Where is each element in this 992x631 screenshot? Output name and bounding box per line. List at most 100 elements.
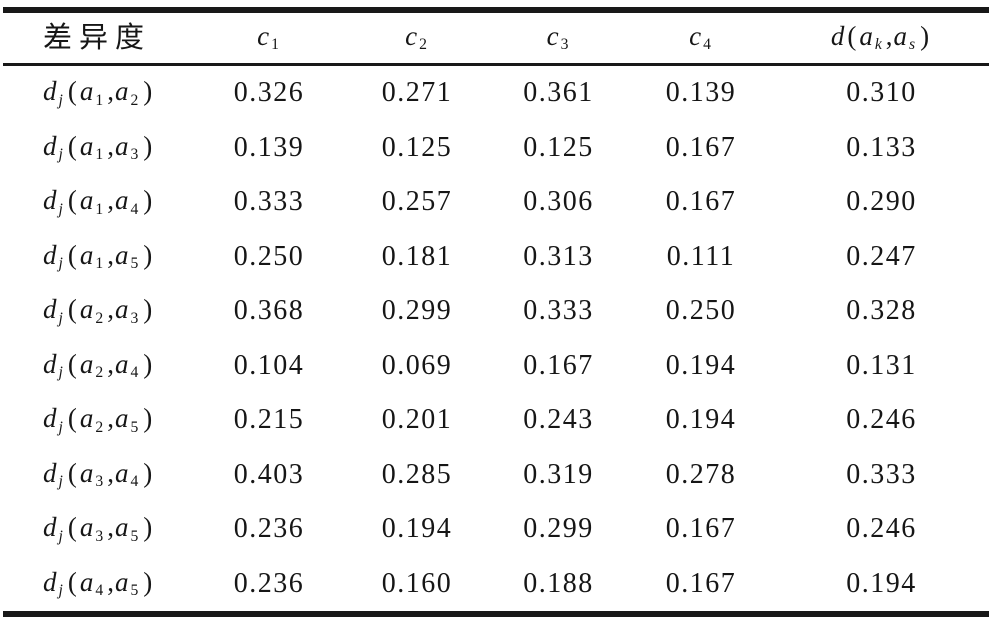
arg-base: a bbox=[79, 294, 94, 325]
comma: , bbox=[107, 403, 114, 434]
value-cell: 0.285 bbox=[381, 458, 453, 490]
arg-sub: 4 bbox=[130, 473, 139, 491]
arg-base: a bbox=[79, 185, 94, 216]
arg-sub: 1 bbox=[95, 255, 104, 273]
fn-sub: j bbox=[58, 255, 63, 273]
row-label: d j(a 4 ,a 5) bbox=[3, 557, 193, 615]
value-cell: 0.104 bbox=[233, 349, 305, 381]
criterion-base: c bbox=[546, 20, 559, 51]
arg-base: a bbox=[859, 20, 873, 51]
value-cell: 0.181 bbox=[381, 240, 453, 272]
paren-open: ( bbox=[67, 130, 77, 161]
row-label: d j(a 1 ,a 5) bbox=[3, 230, 193, 285]
paren-open: ( bbox=[847, 20, 857, 51]
arg-sub: s bbox=[909, 36, 916, 54]
paren-open: ( bbox=[67, 512, 77, 543]
value-cell: 0.361 bbox=[523, 77, 594, 109]
paren-open: ( bbox=[67, 403, 77, 434]
arg-base: a bbox=[79, 403, 94, 434]
value-cell: 0.236 bbox=[233, 567, 305, 599]
table-row: d j(a 3 ,a 4) 0.403 0.285 0.319 0.278 0.333 bbox=[3, 448, 989, 503]
fn-base: d bbox=[43, 239, 57, 270]
fn-sub: j bbox=[58, 582, 63, 600]
value-cell: 0.201 bbox=[381, 404, 453, 436]
header-aggregate-distance: d(a k ,a s) bbox=[774, 10, 989, 66]
comma: , bbox=[107, 239, 114, 270]
arg-base: a bbox=[114, 185, 129, 216]
arg-sub: 3 bbox=[130, 309, 139, 327]
value-cell: 0.194 bbox=[665, 404, 737, 436]
paren-open: ( bbox=[67, 566, 77, 597]
paren-close: ) bbox=[143, 457, 153, 488]
fn-base: d bbox=[43, 566, 57, 597]
arg-sub: 2 bbox=[95, 418, 104, 436]
fn-sub: j bbox=[58, 473, 63, 491]
arg-sub: 3 bbox=[95, 473, 104, 491]
comma: , bbox=[107, 512, 114, 543]
value-cell: 0.069 bbox=[381, 349, 453, 381]
paren-close: ) bbox=[143, 566, 153, 597]
arg-sub: 1 bbox=[95, 146, 104, 164]
value-cell: 0.139 bbox=[233, 131, 305, 163]
paren-close: ) bbox=[143, 239, 153, 270]
value-cell: 0.243 bbox=[523, 404, 594, 436]
paren-open: ( bbox=[67, 294, 77, 325]
criterion-base: c bbox=[689, 20, 702, 51]
paren-open: ( bbox=[67, 239, 77, 270]
value-cell: 0.306 bbox=[523, 186, 594, 218]
value-cell: 0.167 bbox=[665, 567, 737, 599]
criterion-sub: 3 bbox=[560, 36, 569, 54]
paren-close: ) bbox=[143, 130, 153, 161]
paren-open: ( bbox=[67, 457, 77, 488]
arg-sub: 2 bbox=[95, 309, 104, 327]
paren-close: ) bbox=[143, 348, 153, 379]
arg-base: a bbox=[79, 348, 94, 379]
table-row: d j(a 1 ,a 3) 0.139 0.125 0.125 0.167 0.133 bbox=[3, 121, 989, 176]
value-cell: 0.194 bbox=[846, 567, 917, 599]
value-cell: 0.250 bbox=[665, 295, 737, 327]
comma: , bbox=[107, 130, 114, 161]
table-row: d j(a 2 ,a 3) 0.368 0.299 0.333 0.250 0.328 bbox=[3, 284, 989, 339]
arg-base: a bbox=[114, 130, 129, 161]
arg-base: a bbox=[114, 348, 129, 379]
table-row: d j(a 3 ,a 5) 0.236 0.194 0.299 0.167 0.246 bbox=[3, 502, 989, 557]
arg-sub: 3 bbox=[95, 527, 104, 545]
fn-base: d bbox=[43, 185, 57, 216]
value-cell: 0.333 bbox=[523, 295, 594, 327]
value-cell: 0.403 bbox=[233, 458, 305, 490]
comma: , bbox=[107, 294, 114, 325]
value-cell: 0.139 bbox=[665, 77, 737, 109]
value-cell: 0.167 bbox=[665, 186, 737, 218]
table-row: d j(a 2 ,a 5) 0.215 0.201 0.243 0.194 0.246 bbox=[3, 393, 989, 448]
value-cell: 0.271 bbox=[381, 77, 453, 109]
arg-sub: 4 bbox=[130, 364, 139, 382]
paren-open: ( bbox=[67, 348, 77, 379]
value-cell: 0.326 bbox=[233, 77, 305, 109]
value-cell: 0.246 bbox=[846, 513, 917, 545]
arg-sub: 5 bbox=[130, 527, 139, 545]
value-cell: 0.246 bbox=[846, 404, 917, 436]
comma: , bbox=[107, 566, 114, 597]
arg-base: a bbox=[893, 20, 908, 51]
row-label: d j(a 3 ,a 4) bbox=[3, 448, 193, 503]
comma: , bbox=[885, 20, 893, 51]
paren-close: ) bbox=[143, 76, 153, 107]
fn-sub: j bbox=[58, 418, 63, 436]
arg-base: a bbox=[114, 294, 129, 325]
fn-sub: j bbox=[58, 91, 63, 109]
value-cell: 0.194 bbox=[665, 349, 737, 381]
row-label: d j(a 1 ,a 3) bbox=[3, 121, 193, 176]
fn-base: d bbox=[43, 457, 57, 488]
arg-sub: 5 bbox=[130, 582, 139, 600]
comma: , bbox=[107, 348, 114, 379]
arg-sub: 5 bbox=[130, 255, 139, 273]
table-row: d j(a 2 ,a 4) 0.104 0.069 0.167 0.194 0.131 bbox=[3, 339, 989, 394]
arg-base: a bbox=[79, 512, 94, 543]
value-cell: 0.290 bbox=[846, 186, 917, 218]
value-cell: 0.111 bbox=[666, 240, 736, 272]
value-cell: 0.310 bbox=[846, 77, 917, 109]
